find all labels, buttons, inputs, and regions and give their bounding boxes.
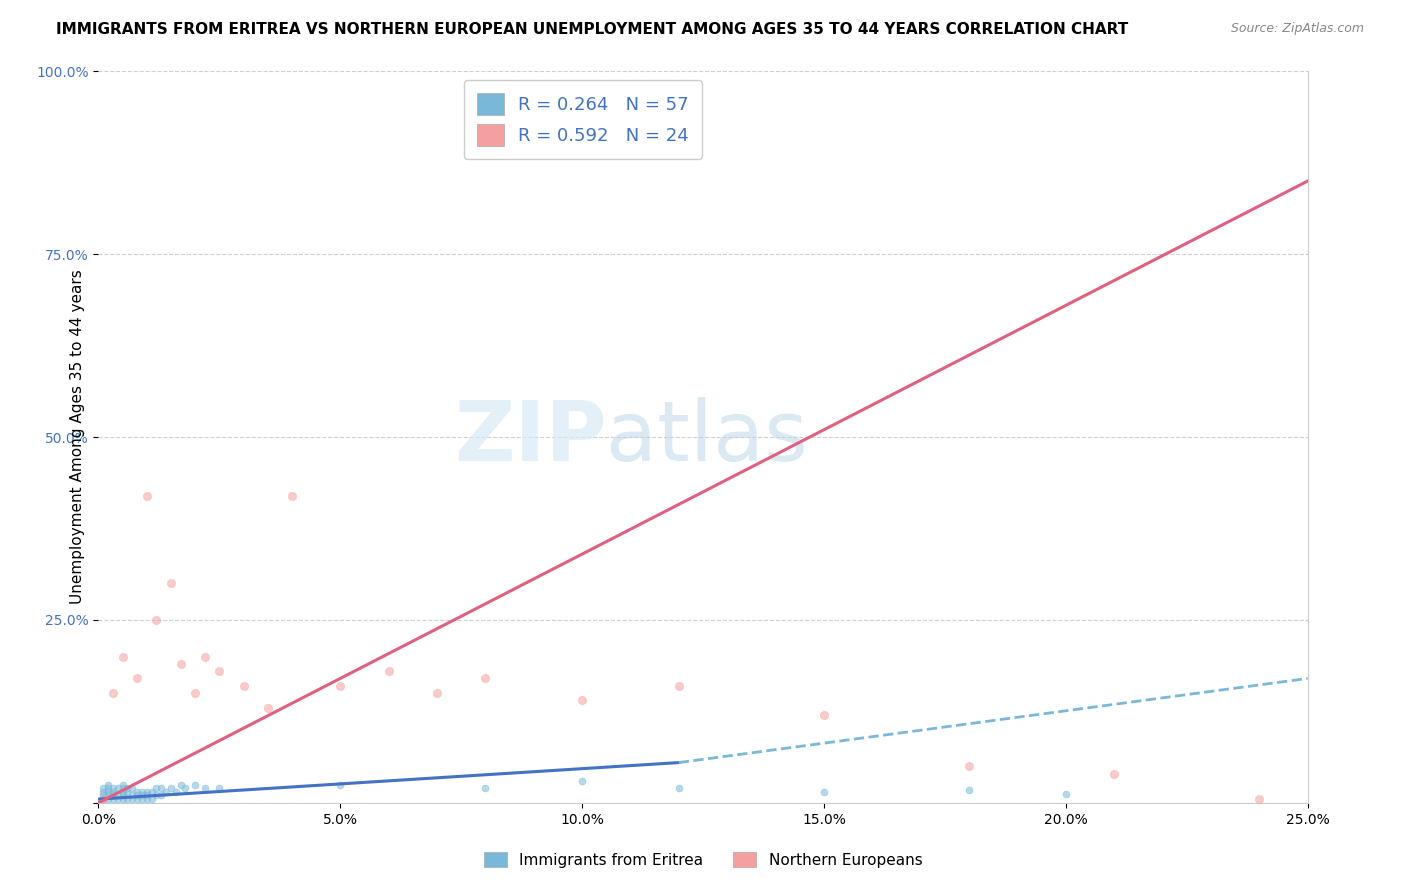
Point: [957, 759, 980, 773]
Point: [127, 785, 149, 799]
Point: [668, 781, 690, 796]
Point: [256, 700, 278, 714]
Point: [232, 679, 254, 693]
Point: [194, 781, 217, 796]
Point: [145, 781, 167, 796]
Text: IMMIGRANTS FROM ERITREA VS NORTHERN EUROPEAN UNEMPLOYMENT AMONG AGES 35 TO 44 YE: IMMIGRANTS FROM ERITREA VS NORTHERN EURO…: [56, 22, 1129, 37]
Point: [150, 789, 173, 803]
Point: [131, 792, 153, 806]
Point: [141, 792, 163, 806]
Point: [111, 778, 134, 792]
Point: [117, 792, 139, 806]
Point: [111, 789, 134, 803]
Point: [91, 781, 114, 796]
Point: [957, 782, 980, 797]
Legend: R = 0.264   N = 57, R = 0.592   N = 24: R = 0.264 N = 57, R = 0.592 N = 24: [464, 80, 702, 159]
Point: [160, 576, 183, 591]
Point: [111, 781, 134, 796]
Point: [127, 672, 149, 686]
Point: [131, 789, 153, 803]
Y-axis label: Unemployment Among Ages 35 to 44 years: Unemployment Among Ages 35 to 44 years: [69, 269, 84, 605]
Point: [121, 789, 143, 803]
Point: [117, 781, 139, 796]
Point: [813, 708, 835, 723]
Point: [101, 785, 124, 799]
Point: [97, 781, 120, 796]
Legend: Immigrants from Eritrea, Northern Europeans: Immigrants from Eritrea, Northern Europe…: [477, 844, 929, 875]
Point: [111, 649, 134, 664]
Text: ZIP: ZIP: [454, 397, 606, 477]
Point: [194, 649, 217, 664]
Point: [160, 781, 183, 796]
Point: [184, 686, 207, 700]
Point: [117, 785, 139, 799]
Point: [141, 785, 163, 799]
Point: [813, 785, 835, 799]
Point: [281, 489, 304, 503]
Point: [474, 781, 496, 796]
Point: [91, 789, 114, 803]
Point: [155, 785, 177, 799]
Point: [121, 792, 143, 806]
Point: [121, 781, 143, 796]
Point: [101, 686, 124, 700]
Point: [135, 785, 157, 799]
Point: [97, 789, 120, 803]
Point: [107, 781, 129, 796]
Point: [111, 792, 134, 806]
Point: [135, 789, 157, 803]
Point: [169, 657, 191, 671]
Point: [571, 773, 593, 788]
Point: [101, 789, 124, 803]
Point: [426, 686, 449, 700]
Point: [329, 778, 352, 792]
Point: [145, 613, 167, 627]
Point: [1054, 787, 1077, 801]
Point: [474, 672, 496, 686]
Point: [377, 664, 399, 678]
Point: [208, 664, 231, 678]
Point: [169, 778, 191, 792]
Point: [127, 792, 149, 806]
Point: [174, 781, 197, 796]
Point: [107, 789, 129, 803]
Text: atlas: atlas: [606, 397, 808, 477]
Point: [91, 792, 114, 806]
Point: [91, 785, 114, 799]
Point: [145, 789, 167, 803]
Point: [1102, 766, 1125, 780]
Point: [101, 781, 124, 796]
Point: [111, 785, 134, 799]
Point: [97, 778, 120, 792]
Point: [131, 785, 153, 799]
Point: [91, 792, 114, 806]
Point: [571, 693, 593, 707]
Point: [127, 789, 149, 803]
Point: [1249, 792, 1271, 806]
Point: [184, 778, 207, 792]
Point: [101, 792, 124, 806]
Point: [135, 489, 157, 503]
Point: [165, 785, 187, 799]
Point: [208, 781, 231, 796]
Point: [150, 781, 173, 796]
Point: [329, 679, 352, 693]
Point: [668, 679, 690, 693]
Text: Source: ZipAtlas.com: Source: ZipAtlas.com: [1230, 22, 1364, 36]
Point: [97, 785, 120, 799]
Point: [135, 792, 157, 806]
Point: [97, 792, 120, 806]
Point: [107, 792, 129, 806]
